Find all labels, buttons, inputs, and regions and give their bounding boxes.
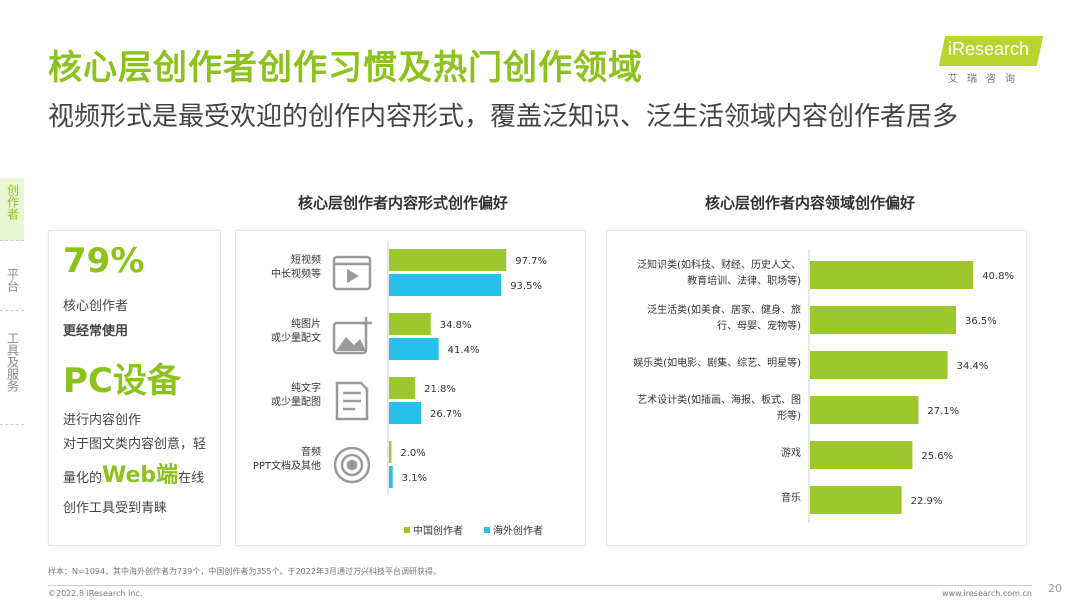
chart2-category-label: 形等) xyxy=(777,409,801,422)
chart1-bar xyxy=(389,249,507,271)
chart2-card: 泛知识类(如科技、财经、历史人文、教育培训、法律、职场等) 40.8% 泛生活类(如… xyxy=(606,230,1027,546)
chart2-category-label: 教育培训、法律、职场等) xyxy=(687,274,801,287)
highlight-line2: 更经常使用 xyxy=(63,324,129,339)
chart1-category-label: 音频 xyxy=(301,445,321,458)
chart2-category-label: 泛生活类(如美食、居家、健身、旅 xyxy=(647,303,801,316)
site-url: www.iresearch.com.cn xyxy=(942,589,1032,598)
iresearch-logo: iResearch 艾瑞咨询 xyxy=(938,36,1044,86)
chart1-legend-label: 中国创作者 xyxy=(413,524,463,537)
sample-note: 样本：N=1094，其中海外创作者为739个，中国创作者为355个。于2022年… xyxy=(48,567,442,576)
video-icon xyxy=(332,255,372,291)
chart1-legend-swatch xyxy=(404,527,410,533)
highlight-web: Web端 xyxy=(102,463,179,488)
tab-tools-label: 工具及服务 xyxy=(5,332,20,392)
page-title: 核心层创作者创作习惯及热门创作领域 xyxy=(48,48,643,88)
chart1-title: 核心层创作者内容形式创作偏好 xyxy=(298,194,509,212)
chart2-title: 核心层创作者内容领域创作偏好 xyxy=(705,194,916,212)
chart2-category-label: 行、母婴、宠物等) xyxy=(717,319,801,332)
chart2-category-label: 娱乐类(如电影、剧集、综艺、明星等) xyxy=(633,356,801,369)
chart1-bar xyxy=(389,441,392,463)
chart1-data-label: 21.8% xyxy=(424,384,456,395)
chart1-bar xyxy=(389,338,439,360)
highlight-line6: 创作工具受到青睐 xyxy=(63,501,168,516)
footer-divider xyxy=(48,585,1032,586)
chart2-data-label: 36.5% xyxy=(965,316,997,327)
chart1-data-label: 3.1% xyxy=(402,473,427,484)
logo-wordmark: iResearch xyxy=(948,39,1030,59)
chart1-bar xyxy=(389,274,502,296)
chart2-bar xyxy=(810,261,974,289)
tab-tools-services[interactable]: 工具及服务 xyxy=(0,326,24,425)
chart1-bar xyxy=(389,466,393,488)
chart2-category-label: 音乐 xyxy=(781,491,801,504)
chart1-category-label: 纯图片 xyxy=(291,317,321,330)
highlight-line1: 核心创作者 xyxy=(63,299,129,314)
chart2-category-label: 艺术设计类(如插画、海报、板式、图 xyxy=(637,393,801,406)
highlight-percent: 79% xyxy=(63,241,145,281)
page-subtitle: 视频形式是最受欢迎的创作内容形式，覆盖泛知识、泛生活领域内容创作者居多 xyxy=(48,102,959,132)
highlight-line4: 对于图文类内容创意，轻 xyxy=(63,437,207,452)
chart1-data-label: 2.0% xyxy=(400,448,425,459)
chart2-category-label: 游戏 xyxy=(781,446,801,459)
image-icon xyxy=(332,317,372,355)
chart2-bar xyxy=(810,306,956,334)
chart1-data-label: 97.7% xyxy=(515,256,547,267)
logo-cn: 艾瑞咨询 xyxy=(948,74,1024,85)
tab-platform[interactable]: 平台 xyxy=(0,262,24,311)
chart1-bar xyxy=(389,377,416,399)
tab-platform-label: 平台 xyxy=(5,268,20,292)
chart2-bar xyxy=(810,441,913,469)
chart2-category-label: 泛知识类(如科技、财经、历史人文、 xyxy=(637,258,801,271)
chart2-data-label: 34.4% xyxy=(957,361,989,372)
copyright: ©2022.8 iResearch Inc. xyxy=(48,589,143,598)
chart2-data-label: 22.9% xyxy=(911,496,943,507)
chart2-data-label: 40.8% xyxy=(982,271,1014,282)
chart1-data-label: 41.4% xyxy=(448,345,480,356)
chart2-bar xyxy=(810,486,902,514)
highlight-line5-post: 在线 xyxy=(178,471,205,486)
page-number: 20 xyxy=(1048,582,1062,595)
chart1-legend-label: 海外创作者 xyxy=(493,524,543,537)
chart1-category-label: 或少量配图 xyxy=(271,396,321,408)
chart2-bar xyxy=(810,351,948,379)
chart1-category-label: 纯文字 xyxy=(291,381,321,394)
audio-disc-icon xyxy=(333,446,371,484)
tab-creators[interactable]: 创作者 xyxy=(0,178,24,241)
chart1-data-label: 34.8% xyxy=(440,320,472,331)
chart1-bar xyxy=(389,402,422,424)
highlight-line5: 量化的Web端在线 xyxy=(63,457,204,489)
highlight-device: PC设备 xyxy=(63,361,181,401)
document-icon xyxy=(335,381,369,421)
chart2-bar xyxy=(810,396,919,424)
highlight-card: 79% 核心创作者 更经常使用 PC设备 进行内容创作 对于图文类内容创意，轻 … xyxy=(48,230,221,546)
chart2-data-label: 27.1% xyxy=(927,406,959,417)
chart1-category-label: 短视频 xyxy=(291,253,321,266)
chart1-data-label: 93.5% xyxy=(510,281,542,292)
chart2-data-label: 25.6% xyxy=(921,451,953,462)
chart1-bar xyxy=(389,313,431,335)
chart1-card: 短视频 中长视频等 97.7% 93.5% 纯图片 或少量配文 34.8% 41.4% 纯文字或… xyxy=(235,230,586,546)
chart1-data-label: 26.7% xyxy=(430,409,462,420)
chart1-legend-swatch xyxy=(484,527,490,533)
chart1-category-label: 或少量配文 xyxy=(271,331,321,344)
domain-preference-chart: 泛知识类(如科技、财经、历史人文、教育培训、法律、职场等) 40.8% 泛生活类(如… xyxy=(633,249,1014,523)
tab-creators-label: 创作者 xyxy=(5,184,20,220)
chart1-category-label: 中长视频等 xyxy=(271,267,321,280)
chart1-category-label: PPT文档及其他 xyxy=(253,459,321,472)
highlight-line5-pre: 量化的 xyxy=(63,471,103,486)
highlight-line3: 进行内容创作 xyxy=(63,413,142,428)
